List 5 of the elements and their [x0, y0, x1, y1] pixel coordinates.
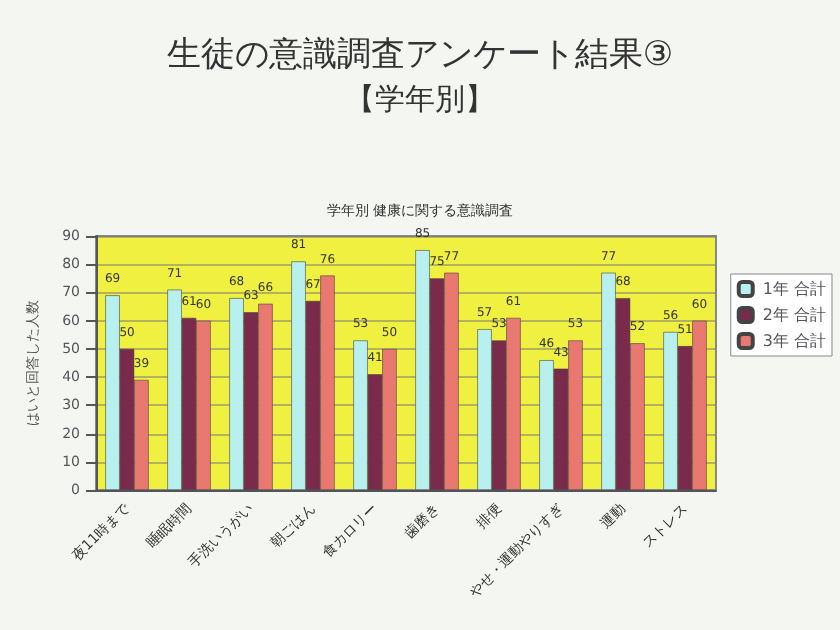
chart-title: 生徒の意識調査アンケート結果③	[166, 35, 674, 75]
legend-label: 1年 合計	[762, 280, 827, 298]
legend-label: 3年 合計	[762, 332, 827, 350]
chart-subtitle: 【学年別】	[345, 81, 495, 117]
legend-label: 2年 合計	[762, 306, 827, 324]
